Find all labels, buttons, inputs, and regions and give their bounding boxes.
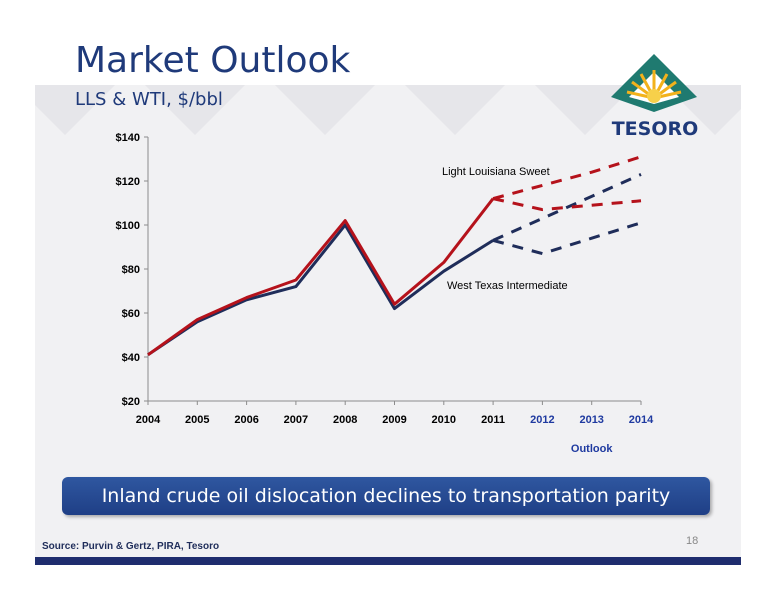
x-tick-label: 2011 — [481, 414, 505, 426]
y-tick-label: $60 — [122, 308, 140, 320]
x-tick-label: 2006 — [234, 414, 258, 426]
y-tick-label: $140 — [116, 132, 140, 144]
lls-forecast-low-line — [492, 197, 642, 212]
y-tick-label: $40 — [122, 352, 140, 364]
lls-forecast-high-line — [492, 155, 642, 201]
y-tick-label: $100 — [116, 220, 140, 232]
summary-banner: Inland crude oil dislocation declines to… — [62, 477, 710, 515]
x-tick-label: 2004 — [136, 414, 161, 426]
tesoro-logo-icon — [611, 54, 697, 112]
y-tick-label: $120 — [116, 176, 140, 188]
x-tick-label: 2013 — [579, 414, 603, 426]
lls-historical-line — [147, 197, 495, 357]
x-tick-label: 2012 — [530, 414, 554, 426]
wti-forecast-low-line — [492, 221, 642, 256]
x-tick-label: 2007 — [284, 414, 308, 426]
x-tick-label: 2014 — [629, 414, 654, 426]
y-tick-label: $20 — [122, 396, 140, 408]
x-tick-label: 2005 — [185, 414, 209, 426]
logo-wordmark: TESORO — [611, 118, 699, 140]
y-tick-label: $80 — [122, 264, 140, 276]
page-subtitle: LLS & WTI, $/bbl — [75, 89, 223, 110]
page-title: Market Outlook — [75, 40, 351, 81]
x-tick-label: 2010 — [432, 414, 456, 426]
outlook-label: Outlook — [571, 443, 613, 455]
footer-bar — [35, 557, 741, 565]
x-tick-label: 2008 — [333, 414, 357, 426]
wti-forecast-high-line — [492, 173, 642, 242]
wti-historical-line — [147, 223, 494, 357]
source-note: Source: Purvin & Gertz, PIRA, Tesoro — [42, 541, 220, 552]
wti-series-label: West Texas Intermediate — [447, 280, 568, 292]
lls-series-label: Light Louisiana Sweet — [442, 166, 550, 178]
price-chart: $20 $40 $60 $80 $100 $120 $140 2004 2005 2006 2007… — [116, 132, 655, 455]
page-number: 18 — [686, 535, 699, 547]
x-tick-label: 2009 — [382, 414, 406, 426]
